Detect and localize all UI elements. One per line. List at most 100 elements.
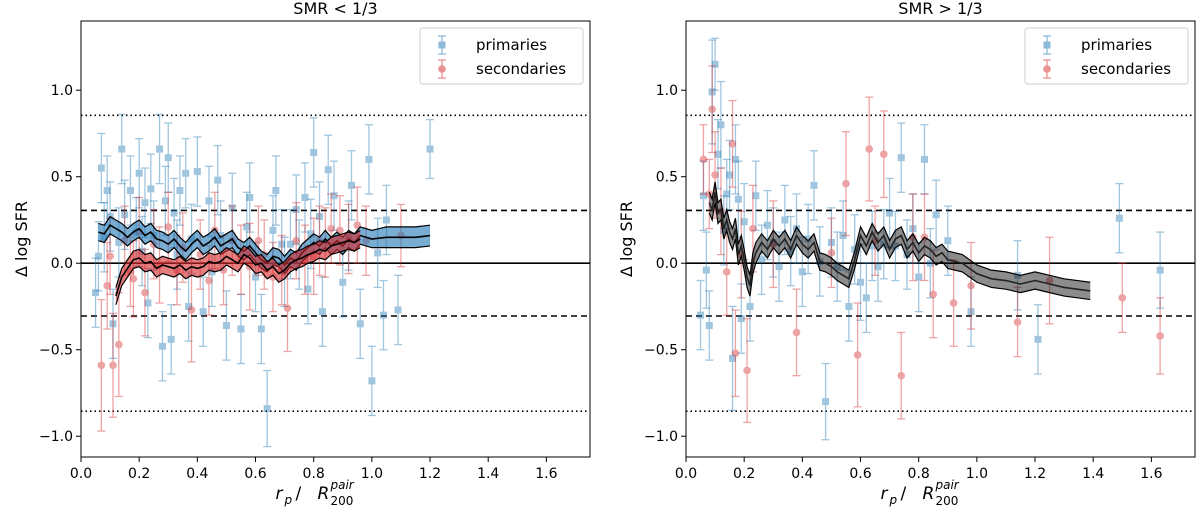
data-marker [793, 225, 801, 233]
primaries-point [920, 124, 929, 195]
data-marker [1034, 335, 1042, 343]
data-marker [121, 211, 129, 219]
primaries-point [699, 160, 708, 231]
primaries-point [379, 279, 388, 351]
data-marker [167, 335, 175, 343]
x-tick-label: 0.4 [186, 466, 208, 482]
series-secondaries [699, 65, 1165, 424]
primaries-point [172, 219, 181, 290]
data-marker [173, 251, 181, 259]
primaries-point [263, 369, 272, 448]
data-marker [272, 187, 280, 195]
data-marker [339, 278, 347, 286]
data-marker [921, 155, 929, 163]
legend-square [1043, 41, 1051, 49]
data-marker [138, 247, 146, 255]
data-marker [1156, 332, 1164, 340]
chart-title: SMR > 1/3 [898, 0, 982, 18]
data-marker [909, 225, 917, 233]
x-label-slash: / [296, 484, 302, 504]
data-marker [318, 308, 326, 316]
primaries-point [1156, 231, 1165, 309]
left-panel: 0.0 0.2 0.4 0.6 0.8 1.0 1.2 1.4 1.6 −1.0 −0.5 0.0 0.… [12, 0, 591, 508]
data-marker [702, 266, 710, 274]
x-tick-label: 0.4 [791, 466, 813, 482]
primaries-point [943, 205, 952, 276]
data-marker [897, 154, 905, 162]
primaries-point [897, 122, 906, 193]
chart-title: SMR < 1/3 [293, 0, 377, 18]
data-marker [109, 320, 117, 328]
primaries-point [108, 288, 117, 360]
data-marker [278, 240, 286, 248]
primaries-point [199, 276, 208, 347]
primaries-point [719, 195, 728, 266]
data-marker [708, 88, 716, 96]
data-marker [915, 273, 923, 281]
primaries-point [731, 124, 740, 195]
x-tick-label: 1.4 [477, 466, 499, 482]
primaries-point [821, 362, 830, 441]
primaries-point [780, 184, 789, 256]
data-marker [1118, 294, 1127, 302]
x-tick-label: 1.0 [966, 466, 988, 482]
data-marker [929, 290, 938, 299]
primaries-point [862, 262, 871, 334]
primaries-point [713, 118, 722, 190]
primaries-point [737, 283, 746, 354]
band-edge-upper [115, 229, 361, 288]
data-marker [926, 259, 934, 267]
legend-box [419, 27, 584, 85]
secondaries-point [879, 110, 888, 199]
data-marker [699, 155, 708, 164]
data-marker [170, 209, 178, 217]
legend-box [1024, 27, 1189, 85]
x-tick-label: 0.0 [70, 466, 92, 482]
primaries-point [213, 144, 222, 216]
data-marker [891, 242, 899, 250]
data-marker [286, 240, 294, 248]
primaries-point [167, 304, 176, 375]
data-marker [722, 268, 731, 276]
data-marker [199, 308, 207, 316]
legend: primaries secondaries [419, 27, 584, 85]
x-label-200: 200 [936, 494, 959, 508]
data-marker [711, 60, 719, 68]
data-marker [798, 268, 806, 276]
data-marker [717, 121, 725, 129]
data-marker [106, 252, 114, 261]
x-tick-label: 1.0 [361, 466, 383, 482]
data-marker [699, 192, 707, 200]
secondaries-point [731, 309, 740, 398]
primaries-point [155, 113, 164, 185]
y-tick-label: 0.0 [656, 256, 678, 272]
data-marker [164, 223, 173, 231]
data-marker [726, 171, 734, 179]
primaries-point [164, 122, 173, 193]
data-marker [862, 294, 870, 302]
data-marker [243, 223, 251, 231]
data-marker [141, 288, 149, 297]
data-marker [103, 187, 111, 195]
data-marker [865, 145, 874, 153]
right-panel: 0.0 0.2 0.4 0.6 0.8 1.0 1.2 1.4 1.6 −1.0 −0.5 0.0 0.… [617, 0, 1196, 508]
data-marker [214, 176, 222, 184]
primaries-point [711, 37, 720, 91]
data-marker [327, 224, 335, 233]
primaries-point [903, 219, 912, 290]
data-marker [330, 192, 338, 200]
primaries-point [158, 311, 167, 382]
y-tick-label: 0.0 [51, 256, 73, 272]
primaries-point [702, 231, 711, 309]
data-marker [269, 226, 277, 234]
axes-frame [80, 20, 591, 458]
primaries-point [181, 138, 190, 209]
x-label-pair: pair [935, 478, 960, 492]
data-marker [967, 281, 975, 290]
primaries-point [967, 276, 976, 347]
data-marker [147, 185, 155, 193]
band-mean-line [115, 238, 361, 297]
secondaries-point [108, 312, 117, 418]
